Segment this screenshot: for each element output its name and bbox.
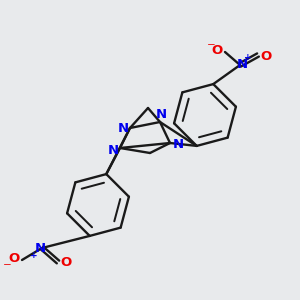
- Text: N: N: [236, 58, 247, 70]
- Text: −: −: [207, 40, 215, 50]
- Text: O: O: [212, 44, 223, 58]
- Text: N: N: [172, 139, 184, 152]
- Text: N: N: [155, 109, 167, 122]
- Text: O: O: [260, 50, 272, 62]
- Text: N: N: [107, 145, 118, 158]
- Text: O: O: [8, 253, 20, 266]
- Text: O: O: [60, 256, 72, 269]
- Text: N: N: [117, 122, 129, 134]
- Text: +: +: [30, 250, 38, 260]
- Text: +: +: [244, 53, 252, 62]
- Text: −: −: [3, 260, 11, 270]
- Text: N: N: [34, 242, 46, 256]
